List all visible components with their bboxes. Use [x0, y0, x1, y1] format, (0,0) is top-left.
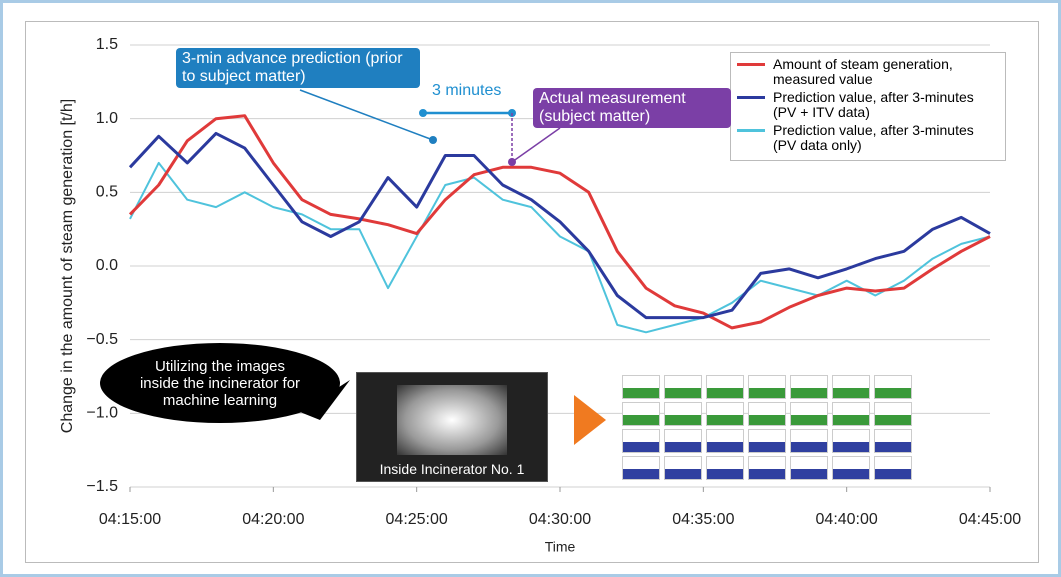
x-tick-label: 04:30:00 [529, 511, 591, 528]
incinerator-image: Inside Incinerator No. 1 [356, 372, 548, 482]
thumbnail [622, 429, 660, 453]
thumbnail [874, 375, 912, 399]
image-glow [397, 385, 507, 455]
y-axis-title: Change in the amount of steam generation… [59, 99, 76, 433]
legend-item: Prediction value, after 3-minutes (PV da… [737, 123, 999, 153]
thumbnail [832, 429, 870, 453]
legend-swatch [737, 96, 765, 99]
thumbnail [748, 456, 786, 480]
annotation-shape [511, 127, 561, 163]
series-line [129, 161, 991, 334]
thumbnail [748, 402, 786, 426]
annotation-shape [429, 136, 437, 144]
series-line [128, 131, 991, 320]
x-axis-title: Time [545, 539, 576, 555]
thumbnail [706, 402, 744, 426]
interval-label: 3 minutes [432, 82, 502, 99]
thumbnail [790, 375, 828, 399]
y-tick-label: 0.5 [96, 184, 118, 201]
thumbnail [832, 375, 870, 399]
x-tick-label: 04:45:00 [959, 511, 1021, 528]
bubble-text: Utilizing the images inside the incinera… [139, 357, 301, 409]
y-tick-label: 0.0 [96, 257, 118, 274]
annotation-shape [574, 395, 606, 445]
x-tick-label: 04:20:00 [242, 511, 304, 528]
thumbnail [874, 456, 912, 480]
thumbnail [622, 456, 660, 480]
thumbnail [874, 429, 912, 453]
x-tick-label: 04:40:00 [816, 511, 878, 528]
thumbnail [664, 429, 702, 453]
y-tick-label: −1.0 [86, 405, 118, 422]
legend-item: Amount of steam generation, measured val… [737, 57, 999, 87]
legend-swatch [737, 129, 765, 132]
thumbnail [790, 456, 828, 480]
legend-label: Prediction value, after 3-minutes (PV + … [773, 89, 974, 120]
thumbnail [706, 456, 744, 480]
annotation-shape [419, 109, 427, 117]
annotation-shape [508, 158, 516, 166]
speech-bubble: Utilizing the images inside the incinera… [100, 343, 340, 423]
thumbnail [706, 429, 744, 453]
annotation-shape [299, 89, 434, 141]
thumbnail [790, 402, 828, 426]
thumbnail [622, 375, 660, 399]
thumbnail [832, 402, 870, 426]
thumbnail [664, 402, 702, 426]
thumbnail [832, 456, 870, 480]
legend: Amount of steam generation, measured val… [730, 52, 1006, 161]
y-tick-label: 1.0 [96, 110, 118, 127]
thumbnail [664, 375, 702, 399]
x-tick-label: 04:35:00 [672, 511, 734, 528]
legend-swatch [737, 63, 765, 66]
image-caption: Inside Incinerator No. 1 [379, 461, 525, 477]
y-tick-label: −0.5 [86, 331, 118, 348]
y-tick-label: 1.5 [96, 36, 118, 53]
thumbnail [664, 456, 702, 480]
x-tick-label: 04:25:00 [386, 511, 448, 528]
ml-thumbnails [622, 375, 912, 485]
legend-label: Amount of steam generation, measured val… [773, 56, 953, 87]
thumbnail [790, 429, 828, 453]
actual-callout: Actual measurement (subject matter) [533, 88, 731, 128]
thumbnail [748, 429, 786, 453]
thumbnail [874, 402, 912, 426]
y-tick-label: −1.5 [86, 478, 118, 495]
advance-callout: 3-min advance prediction (prior to subje… [176, 48, 420, 88]
thumbnail [748, 375, 786, 399]
thumbnail [622, 402, 660, 426]
legend-item: Prediction value, after 3-minutes (PV + … [737, 90, 999, 120]
series-line [128, 114, 991, 330]
x-tick-label: 04:15:00 [99, 511, 161, 528]
thumbnail [706, 375, 744, 399]
legend-label: Prediction value, after 3-minutes (PV da… [773, 122, 974, 153]
panel [25, 21, 1039, 563]
